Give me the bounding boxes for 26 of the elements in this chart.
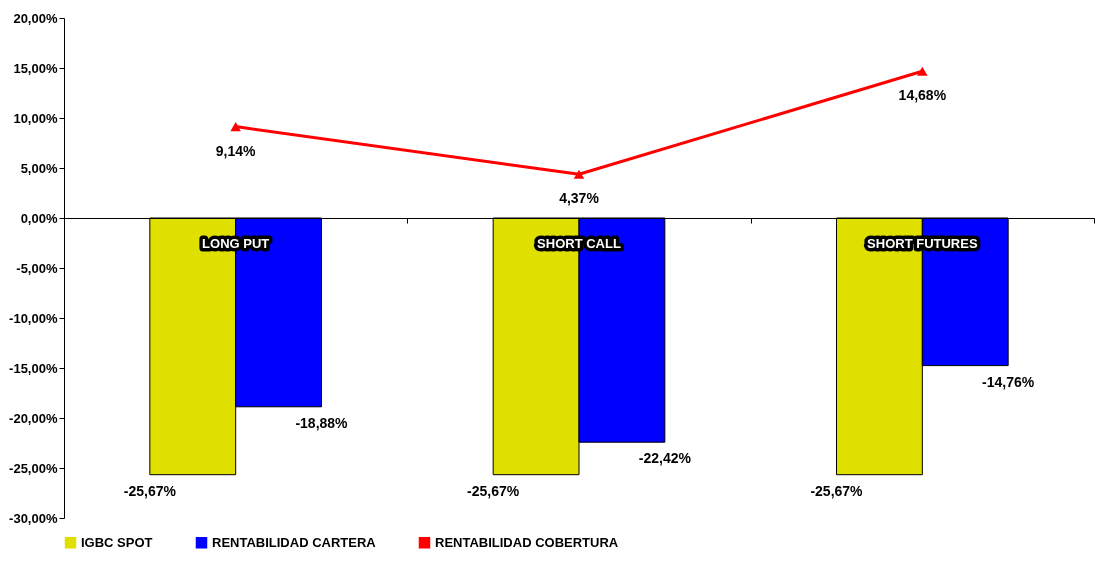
text: 9,14% bbox=[215, 142, 256, 159]
y-tick-label: 0,00% bbox=[20, 210, 58, 226]
legend-label: IGBC SPOT bbox=[81, 534, 153, 550]
y-tick-label: -20,00% bbox=[9, 410, 58, 426]
text: -25,67% bbox=[123, 482, 176, 499]
y-tick-label: 5,00% bbox=[20, 160, 58, 176]
point bbox=[573, 169, 585, 179]
text: -22,42% bbox=[638, 450, 691, 467]
text: -14,76% bbox=[982, 373, 1035, 390]
legend-label: RENTABILIDAD CARTERA bbox=[212, 534, 377, 550]
y-tick-label: -25,00% bbox=[9, 460, 58, 476]
y-tick-label: -10,00% bbox=[9, 310, 58, 326]
point bbox=[917, 66, 928, 76]
text: -25,67% bbox=[810, 482, 863, 499]
text: 14,68% bbox=[898, 87, 947, 104]
y-tick-label: 10,00% bbox=[13, 110, 58, 126]
text: -25,67% bbox=[467, 482, 520, 499]
legend-label: RENTABILIDAD COBERTURA bbox=[435, 534, 619, 550]
y-tick-label: 20,00% bbox=[13, 10, 58, 26]
y-tick-label: -5,00% bbox=[16, 260, 58, 276]
text: -18,88% bbox=[295, 414, 348, 431]
point bbox=[230, 122, 241, 132]
y-tick-label: 15,00% bbox=[13, 60, 58, 76]
text: 4,37% bbox=[559, 190, 599, 207]
y-tick-label: -30,00% bbox=[9, 510, 58, 526]
y-tick-label: -15,00% bbox=[9, 360, 58, 376]
